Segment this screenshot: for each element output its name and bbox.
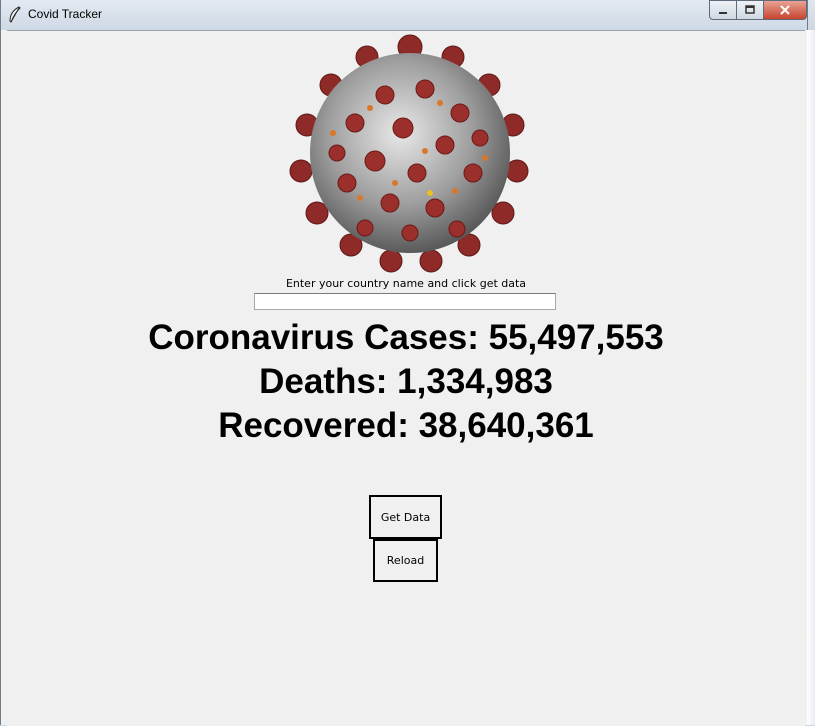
instruction-label: Enter your country name and click get da… bbox=[285, 277, 527, 290]
country-input[interactable] bbox=[254, 293, 556, 310]
close-icon bbox=[780, 5, 790, 15]
recovered-label: Recovered: 38,640,361 bbox=[218, 406, 594, 445]
get-data-button[interactable]: Get Data bbox=[369, 495, 442, 539]
background-desktop-edge bbox=[807, 30, 815, 725]
minimize-icon bbox=[719, 12, 727, 14]
app-content: Enter your country name and click get da… bbox=[7, 30, 805, 726]
title-bar[interactable]: Covid Tracker bbox=[1, 0, 807, 30]
minimize-button[interactable] bbox=[709, 0, 737, 20]
maximize-button[interactable] bbox=[736, 0, 764, 20]
reload-button[interactable]: Reload bbox=[373, 539, 438, 582]
maximize-icon bbox=[745, 5, 755, 14]
feather-icon bbox=[9, 6, 21, 23]
deaths-label: Deaths: 1,334,983 bbox=[259, 362, 553, 401]
window-controls bbox=[709, 0, 807, 20]
window-title: Covid Tracker bbox=[28, 7, 103, 21]
close-button[interactable] bbox=[763, 0, 807, 20]
cases-label: Coronavirus Cases: 55,497,553 bbox=[148, 318, 664, 357]
coronavirus-image bbox=[289, 34, 529, 273]
